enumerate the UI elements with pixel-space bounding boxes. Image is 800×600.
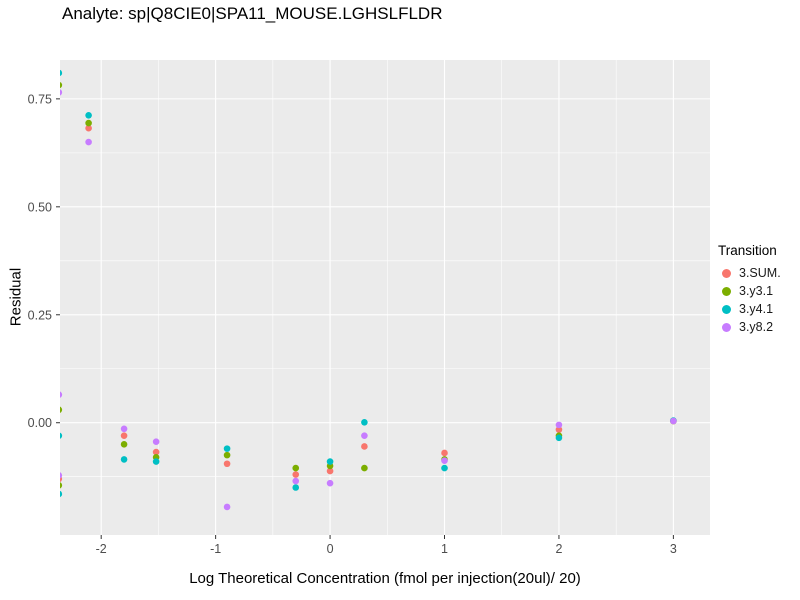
- data-point-3.y8.2: [60, 472, 63, 479]
- legend-dot-icon: [722, 268, 731, 278]
- x-tick-label: -2: [96, 542, 107, 556]
- legend-dot-icon: [722, 304, 731, 314]
- legend-item-3.y8.2: 3.y8.2: [718, 318, 781, 336]
- x-tick-label: 3: [670, 542, 677, 556]
- data-point-3.y8.2: [292, 477, 300, 485]
- chart-title: Analyte: sp|Q8CIE0|SPA11_MOUSE.LGHSLFLDR: [62, 4, 443, 23]
- legend-label: 3.y3.1: [739, 284, 774, 298]
- legend-label: 3.SUM.: [739, 266, 781, 280]
- x-tick-label: 1: [441, 542, 448, 556]
- data-point-3.SUM.: [85, 124, 92, 132]
- legend-label: 3.y4.1: [739, 302, 774, 316]
- x-tick-label: 0: [327, 542, 334, 556]
- plot-panel: [60, 60, 710, 535]
- data-point-3.y4.1: [85, 111, 92, 119]
- data-point-3.y4.1: [60, 69, 63, 77]
- x-tick-label: 2: [555, 542, 562, 556]
- y-tick-label: 0.25: [28, 308, 52, 322]
- data-point-3.y4.1: [152, 458, 160, 465]
- data-point-3.y3.1: [85, 119, 92, 127]
- data-point-3.y8.2: [670, 417, 677, 425]
- legend-key: [718, 283, 735, 300]
- data-point-3.y8.2: [555, 421, 563, 429]
- legend-key: [718, 301, 735, 318]
- legend-title: Transition: [718, 243, 777, 258]
- x-axis-label: Log Theoretical Concentration (fmol per …: [189, 570, 581, 587]
- data-point-3.y3.1: [361, 464, 368, 472]
- data-point-3.y8.2: [85, 138, 92, 146]
- data-point-3.y4.1: [326, 458, 334, 465]
- data-point-3.y4.1: [120, 456, 128, 463]
- data-point-3.y8.2: [152, 438, 160, 446]
- data-point-3.SUM.: [555, 426, 563, 433]
- data-point-3.SUM.: [120, 432, 128, 439]
- x-tick-label: -1: [210, 542, 221, 556]
- data-point-3.y3.1: [60, 406, 63, 413]
- data-point-3.y4.1: [292, 484, 300, 491]
- data-point-3.y4.1: [555, 434, 563, 442]
- data-point-3.y3.1: [120, 441, 128, 448]
- legend-items: 3.SUM. 3.y3.1 3.y4.1 3.y8.2: [718, 264, 781, 336]
- data-point-3.y3.1: [60, 81, 63, 89]
- y-tick-label: 0.00: [28, 416, 52, 430]
- data-point-3.SUM.: [223, 460, 231, 468]
- legend-label: 3.y8.2: [739, 320, 774, 334]
- data-point-3.y8.2: [60, 391, 63, 398]
- data-point-3.y8.2: [60, 89, 63, 96]
- data-point-3.y4.1: [441, 464, 448, 472]
- data-point-3.y4.1: [60, 490, 63, 498]
- legend-dot-icon: [722, 286, 731, 296]
- legend-dot-icon: [722, 322, 731, 332]
- y-tick-label: 0.75: [28, 92, 52, 106]
- points-group: [60, 69, 677, 511]
- legend-key: [718, 265, 735, 282]
- data-point-3.SUM.: [361, 443, 368, 450]
- legend: Transition 3.SUM. 3.y3.1 3.y4.1 3.y8.2: [718, 243, 781, 336]
- legend-item-3.y4.1: 3.y4.1: [718, 300, 781, 318]
- data-point-3.y3.1: [223, 451, 231, 459]
- data-point-3.y4.1: [223, 445, 231, 452]
- legend-item-3.y3.1: 3.y3.1: [718, 282, 781, 300]
- data-point-3.SUM.: [152, 448, 160, 456]
- legend-key: [718, 319, 735, 336]
- legend-item-3.SUM.: 3.SUM.: [718, 264, 781, 282]
- data-point-3.y3.1: [292, 464, 300, 472]
- y-tick-label: 0.50: [28, 200, 52, 214]
- data-point-3.y8.2: [326, 479, 334, 487]
- data-point-3.y8.2: [120, 425, 128, 433]
- data-point-3.SUM.: [292, 471, 300, 478]
- data-point-3.SUM.: [326, 467, 334, 475]
- data-point-3.SUM.: [441, 449, 448, 457]
- data-point-3.y8.2: [361, 432, 368, 439]
- data-point-3.y8.2: [223, 503, 231, 511]
- data-point-3.y8.2: [441, 457, 448, 465]
- data-point-3.y3.1: [60, 482, 63, 489]
- data-point-3.y4.1: [60, 432, 63, 439]
- data-point-3.y4.1: [361, 418, 368, 426]
